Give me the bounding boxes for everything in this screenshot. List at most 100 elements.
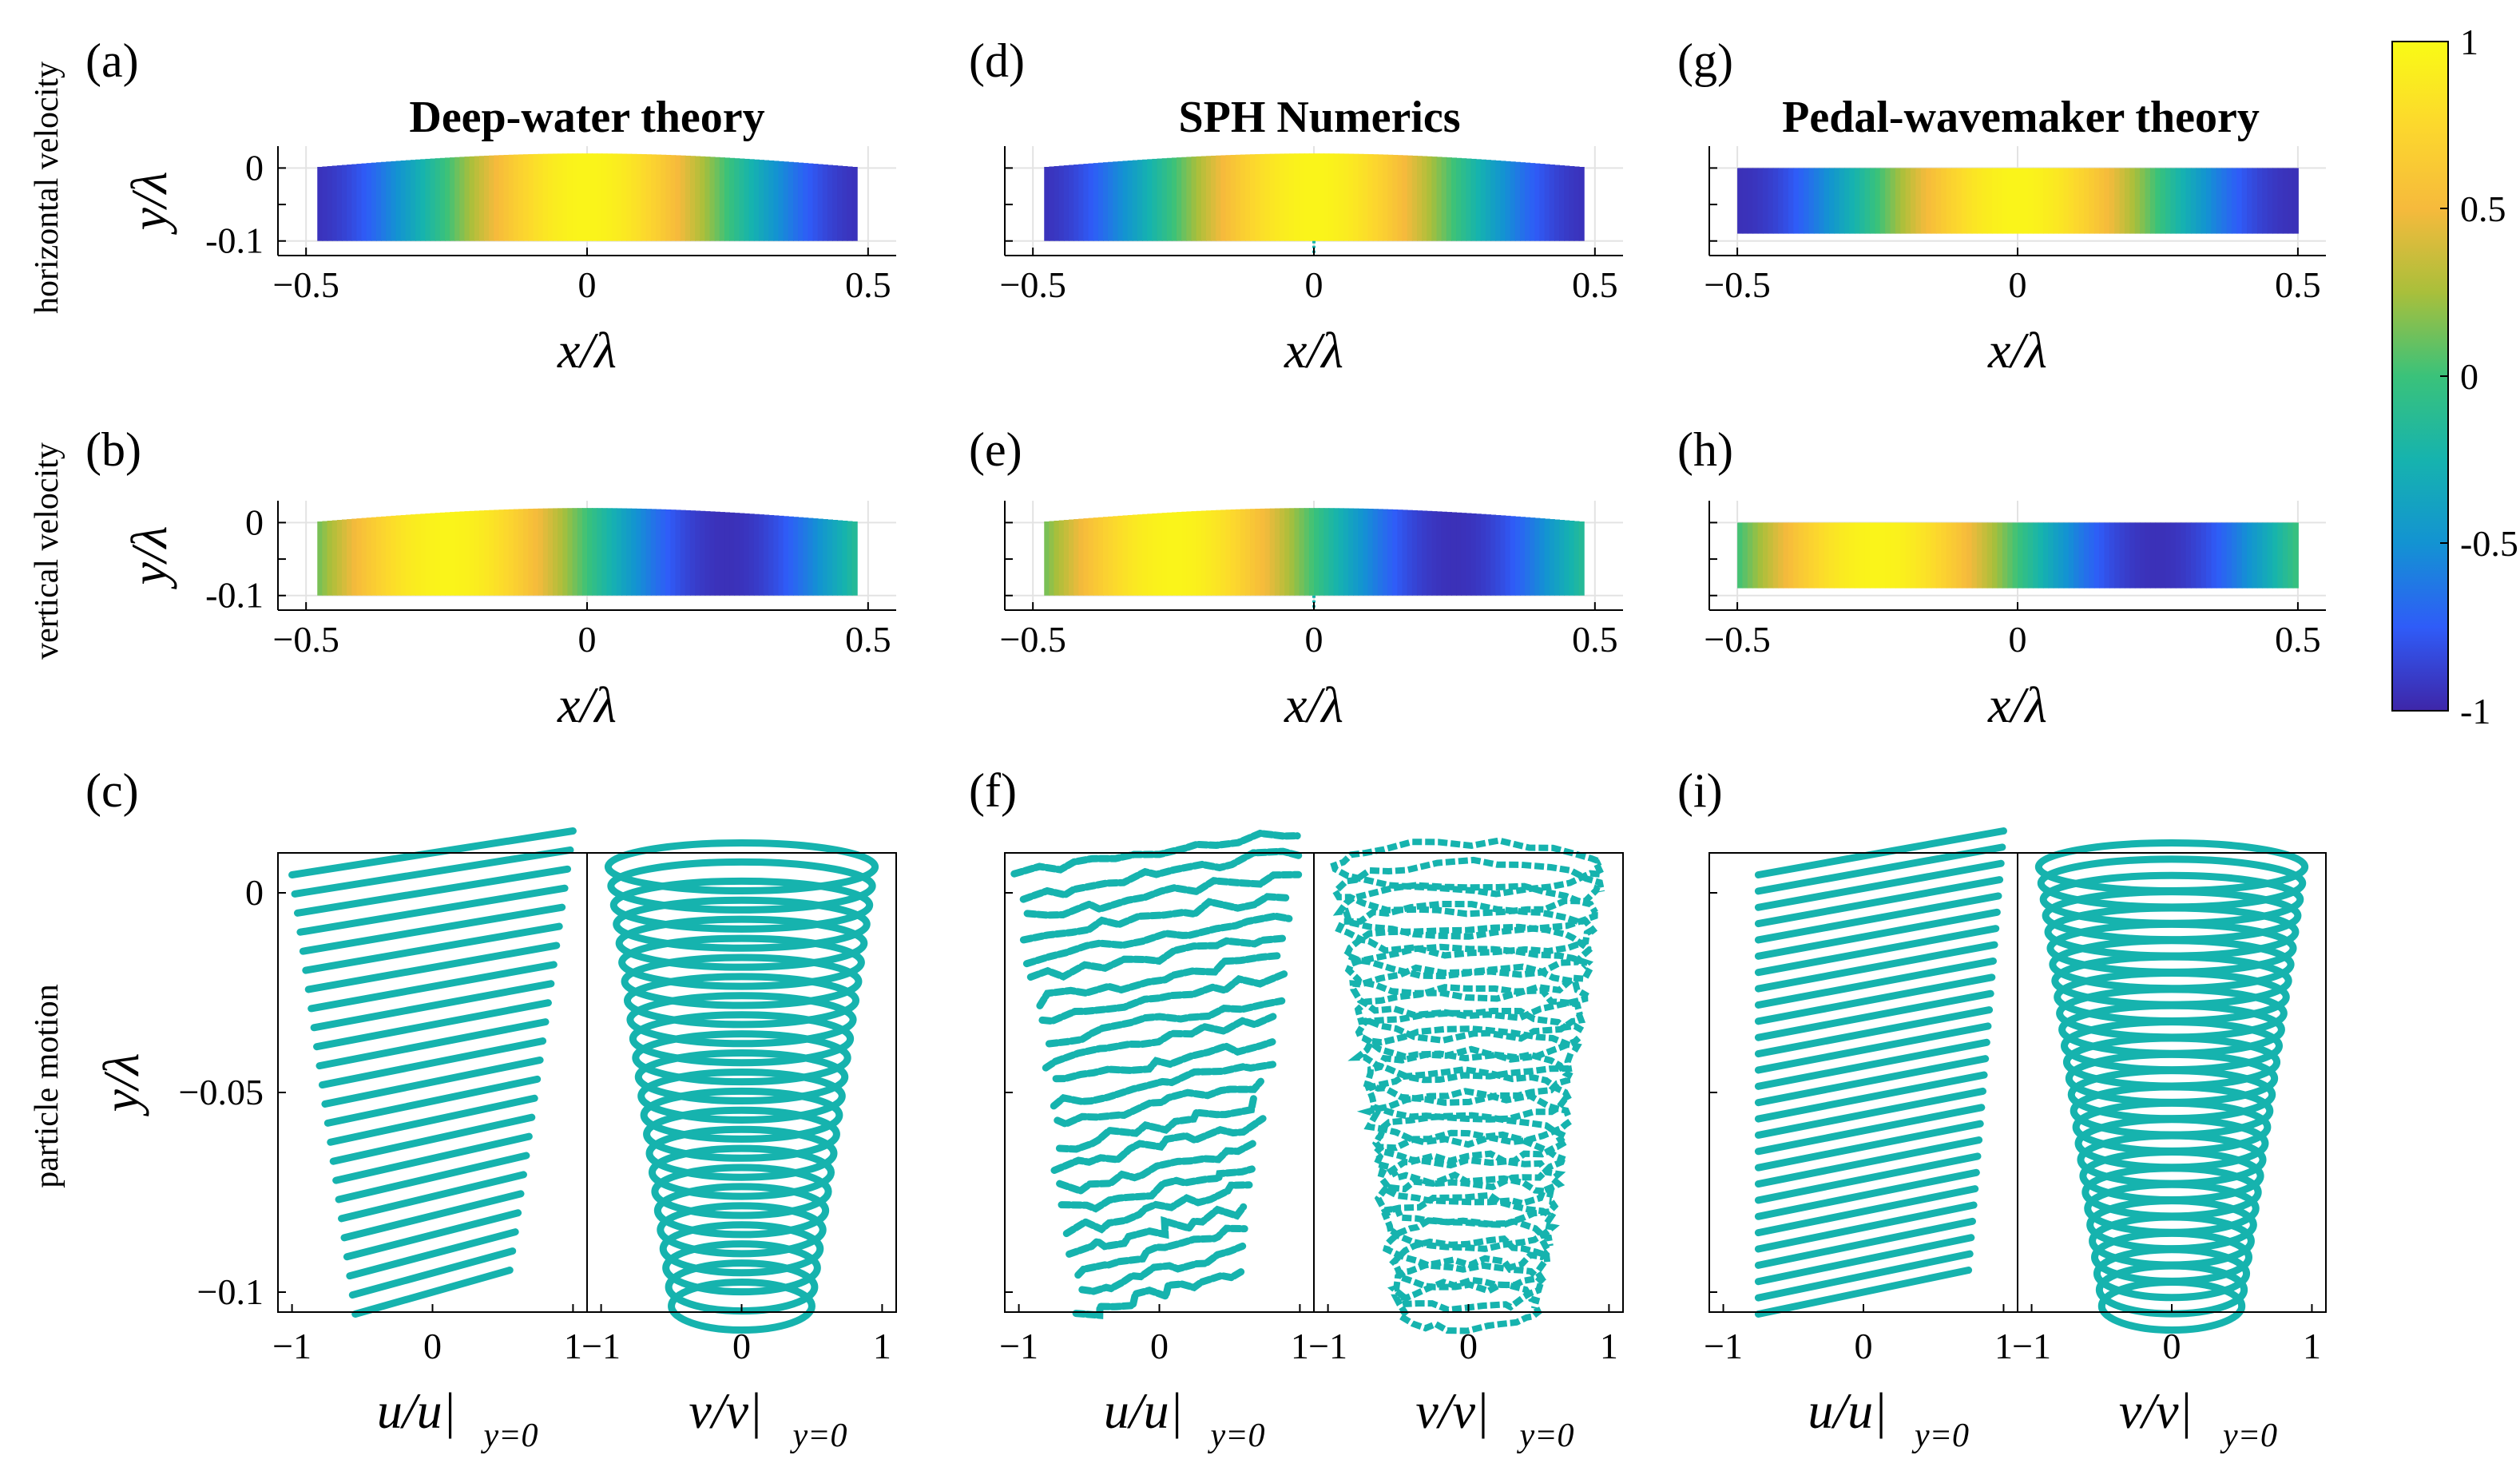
field-b: [317, 508, 858, 596]
particle-track-c: [310, 980, 555, 1032]
field-a: [317, 153, 858, 241]
particle-orbit-f: [1335, 900, 1598, 959]
particle-orbit-f: [1354, 984, 1586, 1044]
xlabel-sub-f: y=0: [1517, 1417, 1574, 1454]
xlabel-h: x/λ: [1987, 676, 2047, 733]
particle-track-c: [348, 1247, 517, 1299]
xtick-h: 0.5: [2275, 619, 2321, 660]
ytick-c: −0.1: [197, 1271, 264, 1312]
panel-label-a: (a): [85, 34, 139, 87]
ytick-b: 0: [245, 502, 264, 542]
particle-orbit-c: [668, 1279, 816, 1334]
particle-track-i: [1754, 1136, 1983, 1188]
xtick-i: −1: [1704, 1326, 1743, 1366]
subplot-f-u: −1 0 1 u/u| y=0: [999, 829, 1309, 1454]
particle-orbit-f: [1382, 1216, 1554, 1273]
subplot-i-v: −1 0 1 v/v| y=0: [2012, 839, 2321, 1454]
particle-orbit-f: [1331, 856, 1605, 918]
particle-orbit-c: [629, 1011, 855, 1067]
row-label-particle: particle motion: [29, 984, 65, 1188]
particle-track-i: [1754, 892, 2002, 944]
particle-track-c: [351, 1267, 514, 1318]
panel-d: −0.5 0 0.5 x/λ: [999, 146, 1623, 379]
xtick-c: −1: [581, 1326, 621, 1366]
particle-track-i: [1754, 1120, 1984, 1172]
particle-track-c: [329, 1113, 536, 1165]
particle-orbit-c: [607, 858, 876, 914]
xlabel-i: v/v|: [2119, 1382, 2193, 1439]
field-e: [1044, 508, 1585, 596]
particle-track-f: [1050, 1061, 1276, 1110]
particle-track-c: [308, 961, 558, 1013]
xtick-e: 0.5: [1572, 619, 1618, 660]
particle-orbit-c: [648, 1144, 835, 1200]
particle-track-f: [1038, 969, 1289, 1025]
xtick-g: 0.5: [2275, 264, 2321, 305]
field-d: [1044, 153, 1585, 241]
particle-track-c: [338, 1171, 527, 1223]
particle-track-c: [343, 1209, 522, 1261]
ylabel-a: y/λ: [121, 172, 177, 236]
particle-track-c: [335, 1152, 530, 1203]
xtick-g: −0.5: [1704, 264, 1770, 305]
xlabel-g: x/λ: [1987, 322, 2047, 379]
particle-orbit-f: [1371, 1112, 1573, 1169]
xtick-b: −0.5: [272, 619, 339, 660]
particle-orbit-c: [634, 1049, 849, 1105]
row-label-horizontal: horizontal velocity: [29, 61, 65, 314]
particle-orbit-c: [632, 1030, 851, 1086]
particle-orbit-c: [662, 1240, 821, 1296]
xtick-i: −1: [2012, 1326, 2051, 1366]
panel-label-c: (c): [85, 764, 139, 817]
particle-track-f: [1062, 1181, 1253, 1238]
subplot-c-u: −1 0 1 u/u| y=0: [272, 827, 582, 1454]
particle-track-c: [327, 1094, 538, 1146]
xtick-e: −0.5: [999, 619, 1066, 660]
particle-track-i: [1754, 843, 2006, 895]
column-title-sph: SPH Numerics: [1178, 93, 1460, 142]
particle-track-i: [1754, 973, 1996, 1025]
particle-track-f: [1045, 997, 1286, 1048]
particle-orbit-c: [659, 1221, 824, 1277]
colorbar-tick-minus-1: -1: [2460, 691, 2490, 732]
particle-orbit-c: [653, 1183, 830, 1239]
particle-orbit-c: [657, 1202, 827, 1258]
particle-track-f: [1023, 870, 1303, 919]
panel-f: −1 0 1 u/u| y=0 −1 0 1 v/v| y=0: [999, 829, 1624, 1454]
panel-i: −1 0 1 u/u| y=0 −1 0 1 v/v| y=0: [1704, 827, 2327, 1454]
particle-track-f: [1022, 912, 1293, 968]
xlabel-f: v/v|: [1415, 1382, 1489, 1439]
field-g: [1737, 168, 2299, 234]
xlabel-c: u/u|: [377, 1382, 456, 1439]
particle-orbit-f: [1363, 1045, 1574, 1106]
particle-track-c: [332, 1132, 533, 1184]
particle-track-i: [1754, 1006, 1994, 1058]
colorbar-tick-0: 0: [2460, 356, 2478, 397]
particle-track-i: [1754, 1217, 1976, 1269]
xtick-f: 0: [1150, 1326, 1169, 1366]
xlabel-c: v/v|: [689, 1382, 762, 1439]
xlabel-sub-i: y=0: [2220, 1417, 2277, 1454]
panel-e: −0.5 0 0.5 x/λ: [999, 501, 1623, 733]
particle-orbit-c: [623, 973, 860, 1029]
particle-track-i: [1754, 1022, 1992, 1074]
row-label-vertical: vertical velocity: [29, 442, 65, 660]
particle-orbit-c: [604, 839, 879, 894]
column-title-deep-water: Deep-water theory: [409, 93, 764, 142]
particle-orbit-c: [615, 915, 868, 971]
subplot-i-u: −1 0 1 u/u| y=0: [1704, 827, 2013, 1454]
particle-orbit-f: [1332, 882, 1598, 940]
particle-orbit-f: [1356, 1088, 1573, 1148]
xtick-b: 0.5: [845, 619, 891, 660]
particle-track-i: [1754, 1250, 1974, 1302]
panel-h: −0.5 0 0.5 x/λ: [1704, 501, 2326, 733]
xlabel-d: x/λ: [1284, 322, 1343, 379]
particle-orbit-f: [1374, 1171, 1559, 1228]
particle-orbit-f: [1349, 963, 1589, 1021]
panel-label-b: (b): [85, 423, 141, 476]
particle-track-c: [323, 1075, 542, 1127]
particle-track-c: [293, 865, 572, 917]
field-h: [1737, 522, 2299, 589]
particle-track-i: [1754, 1038, 1990, 1090]
